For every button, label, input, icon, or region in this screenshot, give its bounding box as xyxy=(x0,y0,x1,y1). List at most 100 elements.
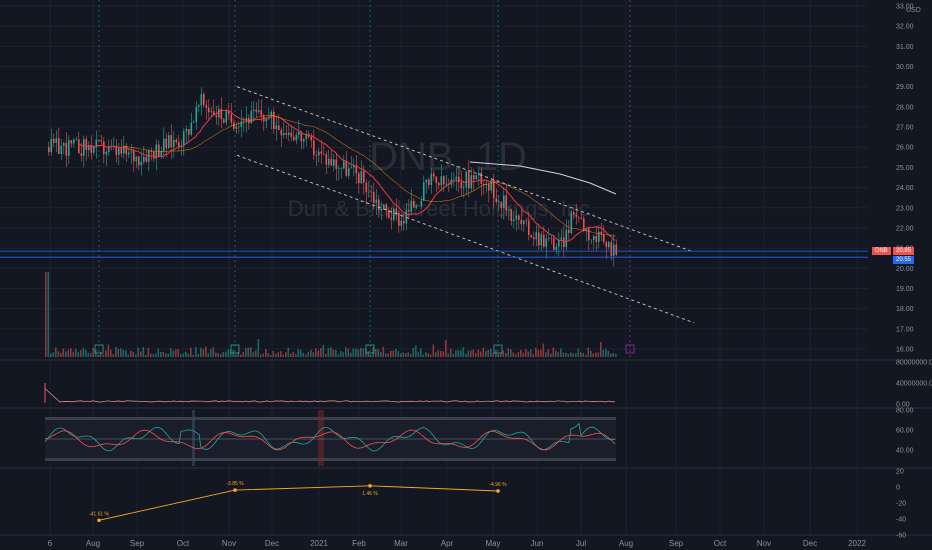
earnings-point[interactable] xyxy=(233,488,237,492)
candle-body xyxy=(518,215,520,220)
candle-body xyxy=(285,133,288,135)
earnings-data-label: -4.96 % xyxy=(489,482,507,488)
candle xyxy=(405,202,408,231)
candle xyxy=(310,133,313,148)
candle xyxy=(95,130,98,159)
earnings-point[interactable] xyxy=(368,484,372,488)
candle xyxy=(478,166,480,186)
candle xyxy=(528,211,530,241)
candle xyxy=(115,138,118,163)
candle-body xyxy=(358,173,360,184)
volume-bar xyxy=(87,352,90,357)
volume-bar xyxy=(582,352,585,357)
candle-body xyxy=(363,170,365,183)
candle-body xyxy=(480,172,483,184)
candle-body xyxy=(340,168,343,169)
volume-bar xyxy=(232,350,235,357)
volume-bar xyxy=(580,352,582,357)
volume-bar xyxy=(547,349,550,357)
candle xyxy=(205,99,208,120)
candle xyxy=(468,159,470,197)
volume-bar xyxy=(192,354,195,357)
candle xyxy=(278,113,280,131)
candle-body xyxy=(510,209,513,222)
candle xyxy=(193,119,195,124)
volume-bar xyxy=(455,350,457,357)
candle-body xyxy=(563,237,565,248)
volume-bar xyxy=(282,354,285,357)
upcoming-event-badge[interactable] xyxy=(625,344,635,354)
candle-body xyxy=(338,168,340,169)
candle xyxy=(145,150,148,163)
candle xyxy=(580,212,583,220)
candle xyxy=(453,172,455,187)
candle xyxy=(333,154,335,172)
candle-body xyxy=(560,237,563,240)
candle-body xyxy=(433,173,435,177)
candle-body xyxy=(100,140,103,142)
volume-bar xyxy=(387,353,390,357)
price-axis[interactable]: 33.00 32.00 31.00 30.00 29.00 28.00 27.00 26.00… xyxy=(896,4,932,540)
earnings-axis-tick-label: -60 xyxy=(896,533,906,540)
time-axis-tick-label: Jul xyxy=(576,539,586,548)
volume-bar xyxy=(132,351,135,357)
candle xyxy=(488,181,490,203)
volume-bar xyxy=(555,350,557,357)
earnings-badge[interactable] xyxy=(230,344,240,354)
candle xyxy=(125,142,128,162)
volume-bar xyxy=(205,346,207,357)
candle xyxy=(328,149,330,169)
candle-body xyxy=(95,139,98,148)
earnings-point[interactable] xyxy=(496,489,500,493)
volume-bar xyxy=(292,351,295,357)
candle xyxy=(440,164,443,192)
volume-bar xyxy=(130,350,132,357)
candle xyxy=(515,208,518,232)
volume-bar xyxy=(442,351,445,357)
price-levels xyxy=(0,250,868,258)
price-axis-tick-label: 26.00 xyxy=(896,145,914,152)
volume-bar xyxy=(212,347,215,357)
time-axis-tick-label: Dec xyxy=(265,539,279,548)
volume-bar xyxy=(245,347,247,357)
oscillator-lower-bound xyxy=(45,458,616,461)
candle xyxy=(198,103,200,113)
earnings-badge[interactable] xyxy=(493,344,503,354)
candle-body xyxy=(550,238,553,239)
candle xyxy=(460,170,463,197)
volume-bar xyxy=(247,347,250,357)
candle-body xyxy=(493,179,495,199)
volume-bar xyxy=(190,347,192,357)
candle xyxy=(168,131,170,150)
candle xyxy=(500,201,503,219)
candle xyxy=(195,100,198,131)
time-axis[interactable]: 6 Aug Sep Oct Nov Dec 2021 Feb Mar Apr May Jun Jul Au… xyxy=(48,539,867,548)
candle xyxy=(540,231,543,251)
earnings-badge[interactable] xyxy=(94,344,104,354)
time-axis-tick-label: Mar xyxy=(394,539,408,548)
earnings-point[interactable] xyxy=(97,518,101,523)
candle-body xyxy=(420,200,423,206)
volume-bar xyxy=(175,349,177,357)
candle-body xyxy=(178,142,180,147)
volume-bar xyxy=(45,272,47,357)
candle-body xyxy=(275,125,278,130)
candle-body xyxy=(205,105,208,108)
volume-bar xyxy=(325,353,327,357)
candle-body xyxy=(228,111,230,115)
time-axis-tick-label: 2022 xyxy=(848,539,866,548)
price-axis-tick-label: 31.00 xyxy=(896,44,914,51)
candle-body xyxy=(570,212,573,233)
candle-body xyxy=(213,111,215,116)
candle xyxy=(435,176,438,193)
candle-body xyxy=(410,200,413,212)
volume-bar xyxy=(592,353,595,357)
candle-body xyxy=(375,199,378,203)
candle-body xyxy=(73,139,75,144)
volume-bar xyxy=(147,347,150,357)
candle-body xyxy=(588,228,590,241)
candle-body xyxy=(590,239,593,241)
earnings-badge[interactable] xyxy=(365,344,375,354)
volume-bar xyxy=(97,354,100,357)
